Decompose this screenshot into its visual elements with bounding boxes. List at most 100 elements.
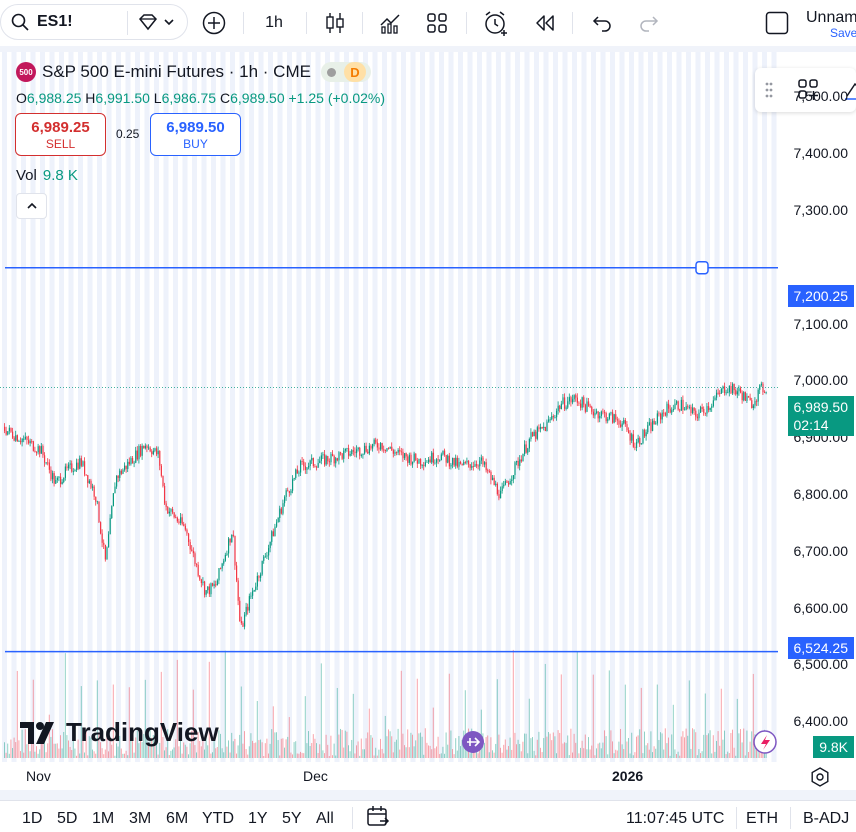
volume-bar [40, 742, 42, 758]
session-stripe [306, 52, 311, 762]
utc-clock[interactable]: 11:07:45 UTC [626, 810, 725, 827]
volume-bar [453, 754, 455, 758]
candle-body [420, 458, 422, 466]
range-1y[interactable]: 1Y [248, 810, 268, 827]
range-5y[interactable]: 5Y [282, 810, 302, 827]
range-all[interactable]: All [316, 810, 334, 827]
add-widget-icon[interactable] [797, 78, 821, 102]
volume-bar [647, 743, 649, 758]
pencil-icon[interactable] [843, 78, 856, 100]
candle-body [639, 438, 641, 445]
volume-bar [330, 735, 332, 758]
volume-bar [160, 671, 162, 758]
price-tick-label: 6,400.00 [793, 713, 849, 730]
volume-bar [360, 738, 362, 758]
candle-body [487, 470, 489, 472]
range-ytd[interactable]: YTD [202, 810, 234, 827]
candle-body [66, 466, 68, 469]
redo-button[interactable] [637, 8, 661, 38]
market-status[interactable]: D [320, 62, 371, 82]
volume-bar [125, 750, 127, 758]
adjustment-toggle[interactable]: B-ADJ [803, 810, 850, 827]
session-stripe [401, 52, 406, 762]
candle-body [143, 445, 145, 449]
save-link[interactable]: Save [830, 26, 856, 40]
candle-body [541, 427, 543, 428]
time-axis[interactable]: Nov Dec 2026 [0, 762, 856, 790]
range-3m[interactable]: 3M [129, 810, 152, 827]
volume-bar [575, 742, 577, 758]
volume-bar [239, 734, 241, 758]
candle-body [96, 501, 98, 503]
symbol-title[interactable]: S&P 500 E-mini Futures · 1h · CME [42, 62, 311, 81]
candle-body [381, 443, 383, 450]
candle-body [576, 397, 578, 403]
compare-diamond-icon[interactable] [137, 13, 175, 31]
price-tick-label: 7,000.00 [793, 372, 849, 389]
sell-button[interactable]: 6,989.25 SELL [15, 113, 106, 156]
volume-bar [623, 749, 625, 758]
price-chart[interactable] [0, 52, 778, 762]
range-5d[interactable]: 5D [57, 810, 78, 827]
candle-body [688, 406, 690, 408]
interval-button[interactable]: 1h [265, 14, 283, 31]
candle-body [484, 462, 486, 465]
range-6m[interactable]: 6M [166, 810, 189, 827]
candle-body [676, 401, 678, 404]
volume-bar [508, 746, 509, 758]
candle-body [765, 391, 767, 393]
volume-bar [338, 734, 340, 758]
alert-button[interactable] [482, 8, 510, 38]
volume-bar [172, 749, 173, 758]
volume-bar [642, 753, 644, 758]
range-1d[interactable]: 1D [22, 810, 43, 827]
add-symbol-button[interactable] [200, 8, 228, 38]
collapse-legend-button[interactable] [16, 193, 47, 219]
candle-body [754, 400, 756, 406]
volume-bar [165, 747, 167, 758]
candle-body [212, 583, 214, 586]
volume-label[interactable]: Vol [16, 167, 37, 184]
volume-bar [522, 741, 524, 758]
session-stripe [410, 52, 416, 762]
candle-body [556, 410, 558, 418]
symbol-search[interactable]: ES1! [0, 4, 188, 40]
replay-button[interactable] [532, 8, 558, 38]
goto-date-icon[interactable] [366, 805, 392, 829]
session-stripe [657, 52, 663, 762]
range-1m[interactable]: 1M [92, 810, 115, 827]
indicators-button[interactable] [378, 8, 404, 38]
volume-bar [287, 736, 289, 758]
drag-handle-icon[interactable] [765, 82, 773, 98]
candle-body [668, 403, 670, 409]
candle-body [287, 490, 289, 492]
layout-name[interactable]: Unnam [806, 9, 856, 26]
candle-body [28, 440, 30, 444]
candle-body [8, 427, 10, 432]
session-toggle[interactable]: ETH [746, 810, 778, 827]
candle-body [304, 466, 306, 470]
undo-button[interactable] [590, 8, 614, 38]
session-stripe [771, 52, 777, 762]
candle-body [528, 439, 530, 449]
volume-bar [632, 755, 634, 758]
session-stripe [116, 52, 121, 762]
candle-body [148, 447, 150, 449]
candle-body [127, 461, 129, 469]
volume-bar [460, 746, 461, 758]
volume-bar [658, 739, 660, 758]
candle-body [482, 457, 484, 465]
volume-bar [576, 651, 578, 758]
volume-bar [557, 730, 559, 758]
chart-settings-gear-icon[interactable] [810, 767, 830, 787]
price-axis[interactable]: 7,500.00 7,400.00 7,300.00 7,100.00 7,000.00… [778, 52, 856, 762]
buy-button[interactable]: 6,989.50 BUY [150, 113, 241, 156]
candle-body [52, 473, 54, 480]
volume-bar [208, 661, 210, 758]
templates-button[interactable] [424, 8, 450, 38]
chart-pane[interactable] [0, 52, 778, 762]
layout-checkbox[interactable] [764, 8, 790, 38]
candle-body [471, 466, 473, 468]
candle-style-button[interactable] [322, 8, 348, 38]
candle-body [496, 483, 498, 495]
